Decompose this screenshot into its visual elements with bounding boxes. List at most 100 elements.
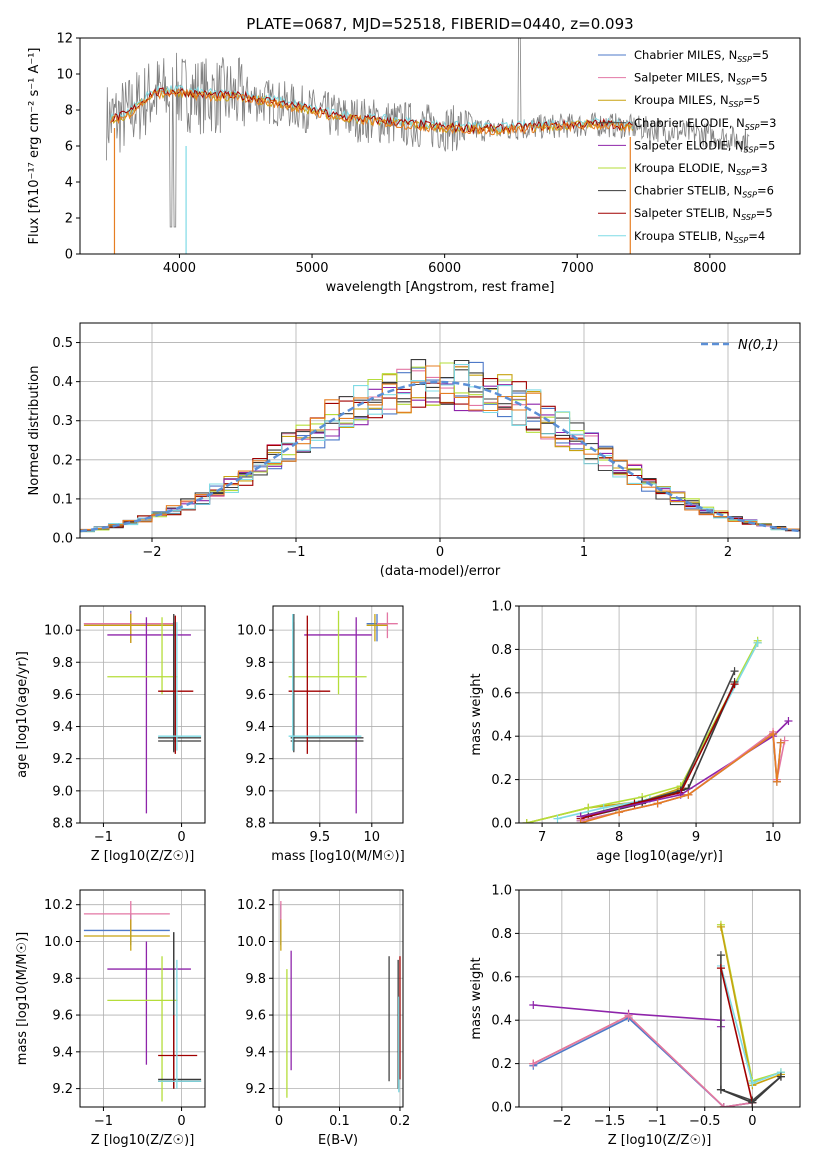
x-axis-label: E(B-V) xyxy=(318,1133,358,1148)
legend-label: Salpeter STELIB, NSSP=5 xyxy=(634,206,773,222)
x-axis-label: mass [log10(M/M☉)] xyxy=(271,849,404,864)
y-tick-label: 9.6 xyxy=(245,1009,266,1024)
weight-line xyxy=(720,924,782,1083)
plus-marker xyxy=(748,1098,757,1107)
x-tick-label: 0 xyxy=(275,1114,283,1129)
y-tick-label: 10.2 xyxy=(237,898,266,913)
legend-label: Kroupa STELIB, NSSP=4 xyxy=(634,229,765,245)
y-tick-label: 8 xyxy=(65,104,73,119)
x-axis-label: Z [log10(Z/Z☉)] xyxy=(608,1133,712,1148)
y-axis-label: mass weight xyxy=(469,673,484,755)
model-line xyxy=(110,87,633,136)
x-tick-label: 0.2 xyxy=(390,1114,411,1129)
y-axis-label: mass weight xyxy=(469,957,484,1039)
plot-area xyxy=(80,359,800,533)
x-tick-label: 4000 xyxy=(163,261,196,276)
y-tick-label: 0.0 xyxy=(52,532,73,547)
y-tick-label: 9.8 xyxy=(52,972,73,987)
x-tick-label: 0 xyxy=(748,1114,756,1129)
plus-marker xyxy=(716,964,725,973)
y-tick-label: 0.8 xyxy=(491,643,512,658)
x-axis-label: wavelength [Angstrom, rest frame] xyxy=(326,280,555,295)
y-tick-label: 10.0 xyxy=(237,935,266,950)
x-tick-label: 5000 xyxy=(295,261,328,276)
x-tick-label: 1 xyxy=(580,545,588,560)
plus-marker xyxy=(730,667,739,676)
y-tick-label: 0 xyxy=(65,248,73,263)
y-tick-label: 10.0 xyxy=(237,624,266,639)
y-tick-label: 9.4 xyxy=(245,1045,266,1060)
y-tick-label: 9.6 xyxy=(52,688,73,703)
y-tick-label: 0.8 xyxy=(491,927,512,942)
y-tick-label: 9.2 xyxy=(52,1082,73,1097)
y-tick-label: 9.4 xyxy=(52,1045,73,1060)
plot-area xyxy=(288,610,398,814)
plus-marker xyxy=(624,1011,633,1020)
plus-marker xyxy=(584,803,593,812)
gaussian-curve xyxy=(80,380,800,533)
spectrum-data-line xyxy=(106,38,750,228)
legend-label: Kroupa MILES, NSSP=5 xyxy=(634,93,760,109)
x-tick-label: 7000 xyxy=(561,261,594,276)
plus-marker xyxy=(716,951,725,960)
plot-area xyxy=(83,901,202,1102)
weight-line xyxy=(532,1014,753,1107)
model-line xyxy=(110,84,633,132)
plus-marker xyxy=(716,1085,725,1094)
x-tick-label: −1 xyxy=(94,1114,113,1129)
y-tick-label: 10.0 xyxy=(44,935,73,950)
grid xyxy=(80,890,205,1107)
x-tick-label: 0 xyxy=(436,545,444,560)
y-axis-label: Normed distribution xyxy=(27,366,42,496)
axes-frame xyxy=(518,889,801,1108)
y-tick-label: 12 xyxy=(56,32,73,47)
legend-label: Kroupa ELODIE, NSSP=3 xyxy=(634,161,768,177)
y-tick-label: 0.2 xyxy=(52,453,73,468)
plus-marker xyxy=(719,1103,728,1107)
grid xyxy=(80,606,205,824)
x-axis-label: Z [log10(Z/Z☉)] xyxy=(91,1133,195,1148)
weight-line xyxy=(720,967,754,1103)
plot-area xyxy=(529,920,785,1107)
y-tick-label: 0.3 xyxy=(52,414,73,429)
x-tick-label: 0 xyxy=(177,1114,185,1129)
chart-mass_vs_ebv: 0 0.1 0.2 9.2 9.4 9.6 9.8 10.0 10.2 E(B-V) xyxy=(237,889,411,1148)
y-tick-label: 9.8 xyxy=(52,656,73,671)
plus-marker xyxy=(730,680,739,689)
plot-area xyxy=(280,901,401,1098)
plot-area xyxy=(106,38,750,254)
axes-frame xyxy=(272,605,404,824)
plus-marker xyxy=(776,1072,785,1081)
y-tick-label: 9.8 xyxy=(245,656,266,671)
y-tick-label: 9.6 xyxy=(52,1009,73,1024)
y-tick-label: 4 xyxy=(65,176,73,191)
x-axis-label: (data-model)/error xyxy=(380,564,501,579)
y-tick-label: 9.2 xyxy=(52,752,73,767)
y-tick-label: 2 xyxy=(65,212,73,227)
plus-marker xyxy=(615,808,624,817)
axes-frame xyxy=(79,37,801,255)
y-tick-label: 0.6 xyxy=(491,970,512,985)
plus-marker xyxy=(748,1079,757,1088)
y-tick-label: 0.2 xyxy=(491,1057,512,1072)
y-tick-label: 0.0 xyxy=(491,817,512,832)
y-tick-label: 9.4 xyxy=(245,720,266,735)
x-tick-label: 6000 xyxy=(428,261,461,276)
plus-marker xyxy=(522,819,531,823)
weight-line xyxy=(580,670,736,818)
weight-line xyxy=(532,1017,753,1107)
x-tick-label: −2 xyxy=(142,545,161,560)
y-tick-label: 10 xyxy=(56,68,73,83)
y-tick-label: 9.2 xyxy=(245,752,266,767)
y-tick-label: 8.8 xyxy=(52,817,73,832)
y-tick-label: 9.6 xyxy=(245,688,266,703)
weight-line xyxy=(580,683,736,820)
x-tick-label: 0.1 xyxy=(329,1114,350,1129)
weight-line xyxy=(580,732,782,822)
weight-line xyxy=(720,955,782,1102)
plus-marker xyxy=(529,1001,538,1010)
y-tick-label: 9.8 xyxy=(245,972,266,987)
legend-label: N(0,1) xyxy=(738,338,779,353)
y-tick-label: 9.0 xyxy=(245,784,266,799)
